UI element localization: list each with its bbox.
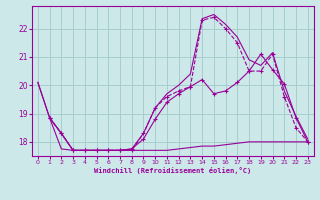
X-axis label: Windchill (Refroidissement éolien,°C): Windchill (Refroidissement éolien,°C) [94, 167, 252, 174]
